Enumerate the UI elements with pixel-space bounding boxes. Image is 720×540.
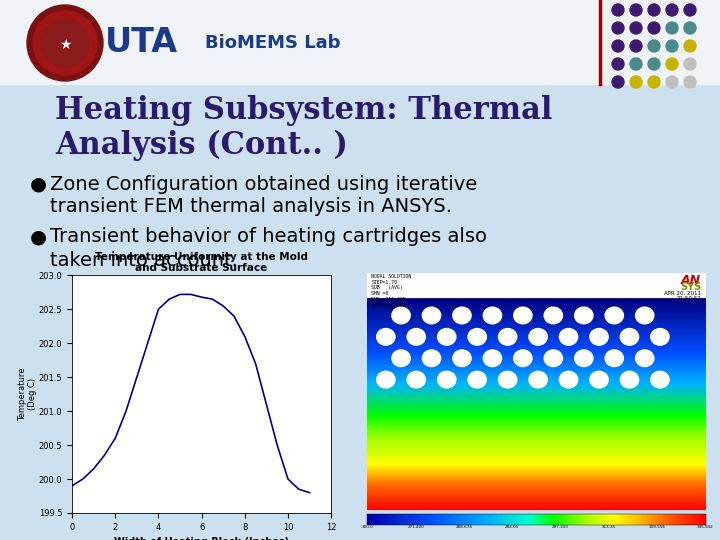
Ellipse shape bbox=[559, 372, 577, 388]
Circle shape bbox=[630, 40, 642, 52]
Ellipse shape bbox=[407, 372, 426, 388]
Ellipse shape bbox=[621, 372, 639, 388]
Text: 300.0: 300.0 bbox=[362, 525, 374, 529]
Text: SYS: SYS bbox=[680, 282, 701, 292]
Ellipse shape bbox=[407, 328, 426, 345]
Circle shape bbox=[666, 40, 678, 52]
Text: 271.400: 271.400 bbox=[408, 525, 424, 529]
Circle shape bbox=[648, 58, 660, 70]
Text: Heating Subsystem: Thermal: Heating Subsystem: Thermal bbox=[55, 94, 552, 125]
Ellipse shape bbox=[544, 307, 562, 324]
Ellipse shape bbox=[453, 307, 471, 324]
Ellipse shape bbox=[392, 350, 410, 367]
Circle shape bbox=[648, 4, 660, 16]
Circle shape bbox=[27, 5, 103, 81]
Circle shape bbox=[612, 58, 624, 70]
Circle shape bbox=[684, 76, 696, 88]
Ellipse shape bbox=[423, 307, 441, 324]
Ellipse shape bbox=[636, 307, 654, 324]
Text: Transient behavior of heating cartridges also: Transient behavior of heating cartridges… bbox=[50, 227, 487, 246]
Circle shape bbox=[684, 22, 696, 34]
Bar bbox=[0, 0, 720, 84]
Circle shape bbox=[630, 22, 642, 34]
Ellipse shape bbox=[453, 350, 471, 367]
Ellipse shape bbox=[575, 307, 593, 324]
Circle shape bbox=[630, 76, 642, 88]
Text: APR 20, 2011
21:50:52: APR 20, 2011 21:50:52 bbox=[665, 291, 701, 301]
Ellipse shape bbox=[559, 328, 577, 345]
Circle shape bbox=[684, 40, 696, 52]
Text: AN: AN bbox=[681, 274, 701, 287]
Text: ★: ★ bbox=[59, 38, 71, 52]
Ellipse shape bbox=[468, 328, 486, 345]
Circle shape bbox=[666, 58, 678, 70]
Text: Analysis (Cont.. ): Analysis (Cont.. ) bbox=[55, 130, 348, 160]
Text: 313.35: 313.35 bbox=[601, 525, 616, 529]
Ellipse shape bbox=[621, 328, 639, 345]
Ellipse shape bbox=[529, 328, 547, 345]
Ellipse shape bbox=[377, 328, 395, 345]
Text: transient FEM thermal analysis in ANSYS.: transient FEM thermal analysis in ANSYS. bbox=[50, 198, 452, 217]
Ellipse shape bbox=[392, 307, 410, 324]
Ellipse shape bbox=[575, 350, 593, 367]
X-axis label: Width of Heating Block (Inches): Width of Heating Block (Inches) bbox=[114, 537, 289, 540]
Ellipse shape bbox=[423, 350, 441, 367]
Circle shape bbox=[666, 4, 678, 16]
Text: ●: ● bbox=[30, 174, 47, 193]
Ellipse shape bbox=[483, 350, 502, 367]
Ellipse shape bbox=[468, 372, 486, 388]
Ellipse shape bbox=[498, 328, 517, 345]
Ellipse shape bbox=[590, 372, 608, 388]
Circle shape bbox=[612, 22, 624, 34]
Circle shape bbox=[648, 22, 660, 34]
Circle shape bbox=[630, 4, 642, 16]
Ellipse shape bbox=[590, 328, 608, 345]
Text: NODAL SOLUTION
STEP=1.70
SUB   (AVG)
SMN =0
SMX =210.365
SMXB=345.742: NODAL SOLUTION STEP=1.70 SUB (AVG) SMN =… bbox=[372, 274, 412, 308]
Text: ●: ● bbox=[30, 227, 47, 246]
Text: 284.05: 284.05 bbox=[505, 525, 519, 529]
Text: taken into account.: taken into account. bbox=[50, 251, 238, 269]
Circle shape bbox=[684, 4, 696, 16]
Circle shape bbox=[612, 76, 624, 88]
Ellipse shape bbox=[605, 350, 624, 367]
Text: 339.556: 339.556 bbox=[648, 525, 665, 529]
Ellipse shape bbox=[529, 372, 547, 388]
Ellipse shape bbox=[544, 350, 562, 367]
Text: BioMEMS Lab: BioMEMS Lab bbox=[205, 34, 341, 52]
Circle shape bbox=[648, 76, 660, 88]
Circle shape bbox=[648, 40, 660, 52]
Ellipse shape bbox=[651, 328, 669, 345]
Ellipse shape bbox=[513, 350, 532, 367]
Text: 288.674: 288.674 bbox=[456, 525, 472, 529]
Ellipse shape bbox=[377, 372, 395, 388]
Text: 345.942: 345.942 bbox=[696, 525, 714, 529]
Ellipse shape bbox=[651, 372, 669, 388]
Text: 297.103: 297.103 bbox=[552, 525, 569, 529]
Circle shape bbox=[612, 4, 624, 16]
Ellipse shape bbox=[438, 372, 456, 388]
Title: Temperature Uniformity at the Mold
and Substrate Surface: Temperature Uniformity at the Mold and S… bbox=[95, 252, 308, 273]
Circle shape bbox=[41, 19, 89, 67]
Circle shape bbox=[612, 40, 624, 52]
Ellipse shape bbox=[605, 307, 624, 324]
Ellipse shape bbox=[438, 328, 456, 345]
Circle shape bbox=[666, 22, 678, 34]
Circle shape bbox=[666, 76, 678, 88]
Circle shape bbox=[33, 11, 97, 75]
Circle shape bbox=[630, 58, 642, 70]
Circle shape bbox=[684, 58, 696, 70]
Ellipse shape bbox=[498, 372, 517, 388]
Ellipse shape bbox=[636, 350, 654, 367]
Text: UTA: UTA bbox=[105, 26, 178, 59]
Ellipse shape bbox=[513, 307, 532, 324]
Text: Zone Configuration obtained using iterative: Zone Configuration obtained using iterat… bbox=[50, 174, 477, 193]
Ellipse shape bbox=[483, 307, 502, 324]
Y-axis label: Temperature
(Deg C): Temperature (Deg C) bbox=[18, 367, 37, 421]
